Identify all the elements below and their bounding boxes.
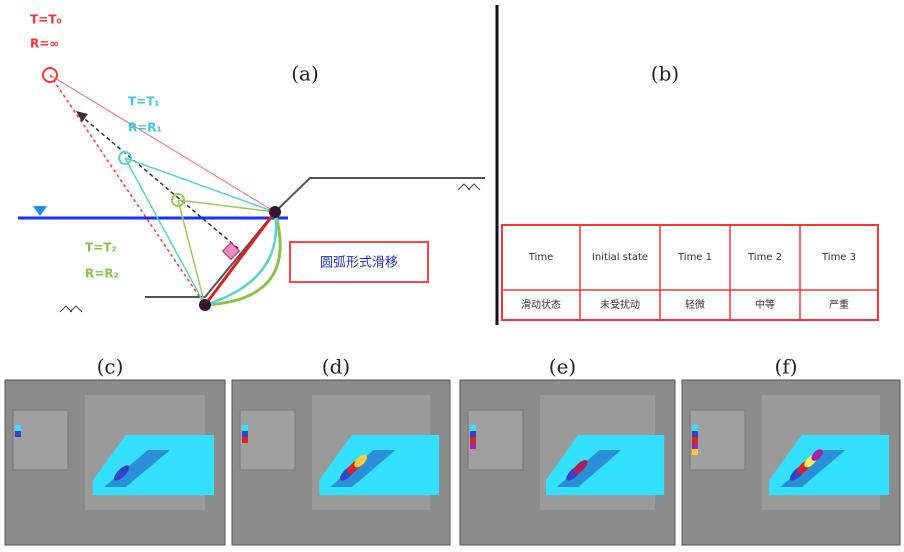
legend-swatch: [692, 449, 698, 455]
legend-swatch: [692, 431, 698, 437]
legend-swatch: [470, 437, 476, 443]
table-header: Time 1: [677, 252, 712, 263]
param-t: T=T₀: [30, 13, 62, 27]
legend-swatch: [692, 437, 698, 443]
panel-label: (c): [97, 355, 124, 379]
direction-arrow: [80, 115, 240, 250]
legend-box: [468, 410, 523, 470]
panel-label: (e): [549, 355, 576, 379]
legend-swatch: [470, 443, 476, 449]
legend-swatch: [15, 431, 21, 437]
param-r: R=R₂: [85, 267, 119, 281]
ground-mark: [458, 184, 480, 190]
node: [199, 299, 211, 311]
legend-swatch: [470, 425, 476, 431]
param-r: R=R₁: [128, 121, 162, 135]
table-cell: 未受扰动: [600, 298, 640, 311]
table-header: Time 3: [821, 252, 856, 263]
table-header: Time 2: [747, 252, 782, 263]
table-header: Time: [528, 252, 553, 263]
legend-swatch: [470, 431, 476, 437]
panel-label: (f): [774, 355, 797, 379]
param-t: T=T₂: [85, 241, 117, 255]
legend-box: [240, 410, 295, 470]
figure: (a) T=T₀ R=∞ T=T₁ R=R₁ T=T₂ R=R₂ 圆弧形式滑移 …: [0, 0, 904, 552]
legend-swatch: [692, 425, 698, 431]
legend-swatch: [692, 443, 698, 449]
legend-swatch: [242, 431, 248, 437]
legend-swatch: [15, 425, 21, 431]
table-header: Initial state: [592, 252, 648, 263]
legend-swatch: [242, 437, 248, 443]
radius-line: [125, 158, 205, 305]
table-cell: 中等: [755, 298, 775, 311]
panel-label: (b): [651, 62, 679, 86]
legend-swatch: [242, 425, 248, 431]
radius-line: [178, 200, 205, 305]
table-cell: 滑动状态: [521, 298, 561, 311]
slip-plane: [205, 212, 275, 305]
annotation-text: 圆弧形式滑移: [320, 256, 398, 271]
radius-line: [50, 75, 205, 305]
node: [269, 206, 281, 218]
panel-label: (d): [322, 355, 350, 379]
table-cell: 严重: [829, 298, 849, 311]
table-cell: 轻微: [685, 298, 705, 311]
panel-label: (a): [291, 62, 319, 86]
legend-box: [13, 410, 68, 470]
table: Time Initial state Time 1 Time 2 Time 3 滑动状态 未…: [502, 225, 878, 320]
param-t: T=T₁: [128, 95, 160, 109]
radius-line: [50, 75, 275, 212]
simulations: (c) (d) (e) (f): [5, 355, 900, 546]
ground-mark: [60, 306, 82, 312]
water-mark: [33, 206, 47, 216]
param-r: R=∞: [30, 37, 59, 51]
legend-box: [690, 410, 745, 470]
